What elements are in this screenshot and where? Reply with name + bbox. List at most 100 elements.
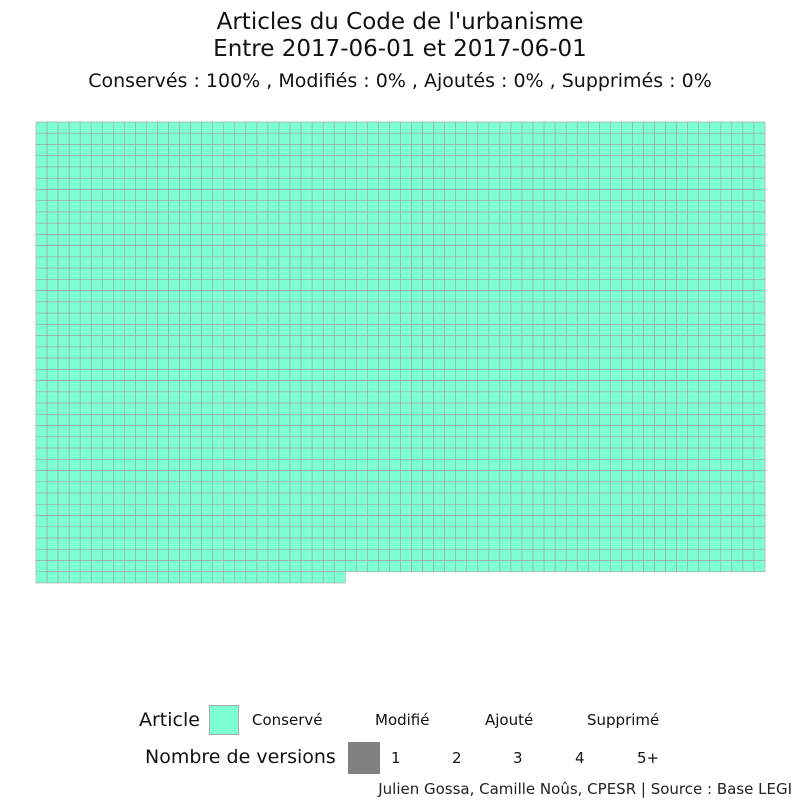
waffle-cell bbox=[278, 503, 291, 516]
waffle-cell bbox=[356, 144, 368, 157]
waffle-cell bbox=[311, 200, 324, 213]
waffle-cell bbox=[146, 481, 158, 494]
waffle-cell bbox=[278, 571, 291, 584]
waffle-cell bbox=[311, 211, 324, 224]
waffle-cell bbox=[245, 492, 258, 505]
waffle-cell bbox=[212, 436, 225, 449]
waffle-cell bbox=[488, 459, 501, 471]
waffle-cell bbox=[378, 492, 390, 505]
waffle-cell bbox=[466, 290, 479, 303]
waffle-cell bbox=[367, 335, 379, 348]
waffle-cell bbox=[587, 335, 600, 348]
waffle-cell bbox=[245, 357, 258, 370]
waffle-cell bbox=[411, 324, 423, 336]
waffle-cell bbox=[267, 301, 280, 314]
waffle-cell bbox=[433, 324, 445, 336]
waffle-cell bbox=[389, 290, 401, 303]
waffle-cell bbox=[499, 447, 512, 460]
waffle-cell bbox=[201, 144, 214, 157]
waffle-cell bbox=[289, 301, 302, 314]
waffle-cell bbox=[753, 222, 766, 235]
waffle-cell bbox=[90, 492, 103, 505]
waffle-cell bbox=[245, 402, 258, 415]
waffle-cell bbox=[422, 380, 434, 393]
waffle-cell bbox=[499, 155, 512, 168]
waffle-cell bbox=[378, 189, 390, 202]
waffle-cell bbox=[333, 144, 346, 157]
waffle-cell bbox=[113, 402, 125, 415]
waffle-cell bbox=[466, 222, 479, 235]
waffle-cell bbox=[422, 234, 434, 246]
waffle-cell bbox=[223, 447, 236, 460]
waffle-cell bbox=[521, 548, 534, 561]
waffle-cell bbox=[389, 470, 401, 483]
waffle-cell bbox=[223, 234, 236, 246]
waffle-cell bbox=[731, 144, 744, 157]
waffle-cell bbox=[367, 346, 379, 359]
waffle-cell bbox=[610, 177, 622, 190]
waffle-cell bbox=[621, 189, 633, 202]
waffle-cell bbox=[433, 234, 445, 246]
waffle-cell bbox=[532, 503, 545, 516]
waffle-cell bbox=[356, 234, 368, 246]
waffle-cell bbox=[146, 144, 158, 157]
waffle-cell bbox=[267, 560, 280, 573]
waffle-cell bbox=[455, 537, 468, 550]
waffle-cell bbox=[333, 515, 346, 528]
waffle-cell bbox=[543, 459, 556, 471]
waffle-cell bbox=[168, 425, 180, 438]
waffle-cell bbox=[311, 571, 324, 584]
waffle-cell bbox=[356, 560, 368, 573]
waffle-cell bbox=[267, 132, 280, 145]
waffle-cell bbox=[267, 234, 280, 246]
waffle-cell bbox=[113, 234, 125, 246]
waffle-cell bbox=[499, 515, 512, 528]
waffle-cell bbox=[444, 211, 457, 224]
waffle-cell bbox=[444, 470, 457, 483]
waffle-cell bbox=[267, 414, 280, 426]
waffle-cell bbox=[190, 357, 202, 370]
waffle-cell bbox=[135, 548, 147, 561]
waffle-cell bbox=[367, 324, 379, 336]
legend-version-4: 4 bbox=[575, 749, 585, 767]
waffle-cell bbox=[621, 324, 633, 336]
waffle-cell bbox=[68, 222, 81, 235]
waffle-cell bbox=[322, 436, 335, 449]
waffle-cell bbox=[311, 391, 324, 404]
waffle-cell bbox=[79, 222, 92, 235]
waffle-cell bbox=[709, 267, 722, 280]
waffle-cell bbox=[587, 279, 600, 291]
waffle-cell bbox=[543, 301, 556, 314]
waffle-cell bbox=[367, 279, 379, 291]
waffle-cell bbox=[698, 537, 711, 550]
waffle-cell bbox=[422, 144, 434, 157]
waffle-cell bbox=[433, 144, 445, 157]
waffle-cell bbox=[433, 335, 445, 348]
waffle-cell bbox=[190, 256, 202, 269]
waffle-cell bbox=[300, 571, 313, 584]
waffle-cell bbox=[168, 402, 180, 415]
waffle-cell bbox=[565, 155, 578, 168]
waffle-cell bbox=[643, 560, 655, 573]
waffle-cell bbox=[665, 459, 677, 471]
waffle-cell bbox=[698, 211, 711, 224]
waffle-cell bbox=[400, 560, 412, 573]
waffle-cell bbox=[654, 459, 666, 471]
waffle-cell bbox=[256, 346, 269, 359]
waffle-cell bbox=[742, 436, 755, 449]
waffle-cell bbox=[565, 324, 578, 336]
waffle-cell bbox=[35, 132, 48, 145]
waffle-cell bbox=[543, 391, 556, 404]
waffle-cell bbox=[333, 357, 346, 370]
waffle-cell bbox=[157, 301, 169, 314]
waffle-cell bbox=[245, 335, 258, 348]
waffle-cell bbox=[698, 425, 711, 438]
waffle-cell bbox=[311, 234, 324, 246]
waffle-cell bbox=[344, 526, 357, 539]
waffle-cell bbox=[79, 391, 92, 404]
waffle-cell bbox=[289, 132, 302, 145]
waffle-cell bbox=[709, 166, 722, 179]
waffle-cell bbox=[135, 503, 147, 516]
waffle-cell bbox=[753, 447, 766, 460]
waffle-cell bbox=[521, 211, 534, 224]
